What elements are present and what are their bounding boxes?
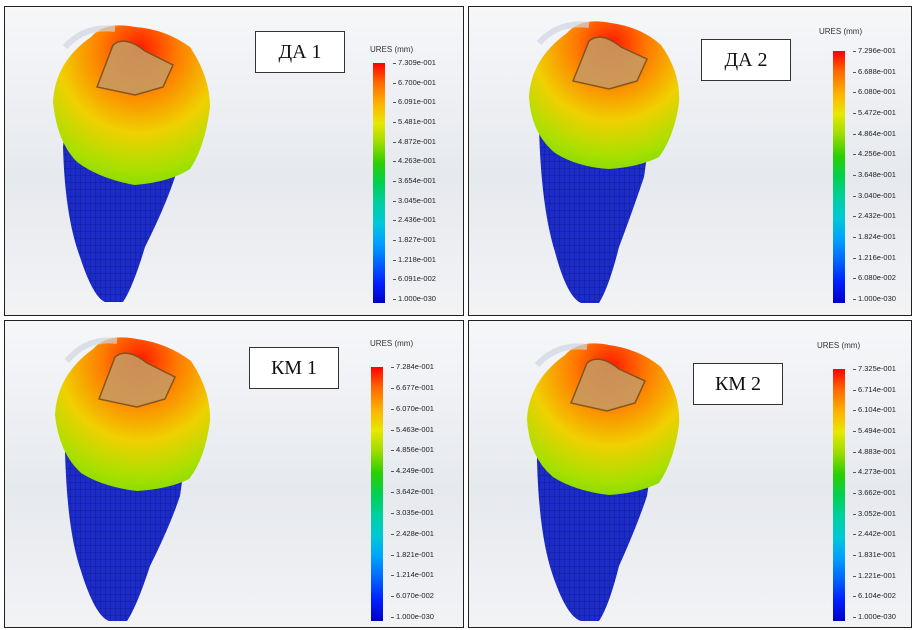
- legend-tick-label: 1.827e-001: [393, 235, 436, 244]
- legend-tick-label: 6.700e-001: [393, 77, 436, 87]
- legend-tick-label: 2.432e-001: [853, 211, 896, 221]
- result-panel-da2: ДА 2 URES (mm) 7.296e-001 6.688e-001 6.080…: [468, 6, 912, 316]
- legend-tick-label: 6.104e-001: [853, 405, 896, 415]
- legend-tick-label: 4.263e-001: [393, 156, 436, 166]
- color-legend-bar: [373, 63, 385, 303]
- result-panel-km2: КМ 2 URES (mm) 7.325e-001 6.714e-001 6.104…: [468, 320, 912, 628]
- legend-tick-label: 4.273e-001: [853, 467, 896, 477]
- legend-tick-label: 1.831e-001: [853, 550, 896, 559]
- legend-tick-label: 1.000e-030: [393, 294, 436, 303]
- panel-label: КМ 1: [249, 347, 339, 389]
- result-panel-km1: КМ 1 URES (mm) 7.284e-001 6.677e-001 6.070…: [4, 320, 464, 628]
- legend-tick-label: 2.428e-001: [391, 528, 434, 538]
- color-legend-bar: [833, 51, 845, 303]
- legend-tick-label: 3.052e-001: [853, 508, 896, 518]
- legend-tick-label: 1.221e-001: [853, 570, 896, 580]
- legend-tick-label: 6.104e-002: [853, 591, 896, 601]
- legend-tick-label: 5.472e-001: [853, 108, 896, 117]
- legend-tick-label: 2.442e-001: [853, 529, 896, 539]
- legend-tick-label: 3.035e-001: [391, 507, 434, 517]
- legend-tick-label: 1.000e-030: [853, 294, 896, 303]
- legend-tick-label: 6.070e-002: [391, 591, 434, 601]
- tooth-model-image: [53, 25, 210, 302]
- legend-tick-label: 4.872e-001: [393, 136, 436, 146]
- legend-tick-label: 1.824e-001: [853, 232, 896, 241]
- result-panel-da1: ДА 1 URES (mm) 7.309e-001 6.700e-001 6.091…: [4, 6, 464, 316]
- legend-tick-label: 7.325e-001: [853, 364, 896, 373]
- legend-title: URES (mm): [370, 339, 414, 348]
- legend-tick-label: 5.481e-001: [393, 117, 436, 126]
- legend-tick-label: 6.091e-002: [393, 274, 436, 284]
- legend-tick-label: 7.284e-001: [391, 362, 434, 371]
- tooth-model-image: [527, 343, 680, 621]
- legend-tick-label: 6.070e-001: [391, 403, 434, 413]
- legend-tick-label: 6.091e-001: [393, 97, 436, 107]
- legend-tick-label: 3.662e-001: [853, 488, 896, 497]
- legend-tick-label: 1.000e-030: [391, 612, 434, 621]
- legend-tick-label: 3.648e-001: [853, 170, 896, 179]
- legend-tick-label: 3.642e-001: [391, 487, 434, 496]
- legend-tick-label: 5.494e-001: [853, 426, 896, 435]
- legend-tick-label: 5.463e-001: [391, 424, 434, 434]
- legend-tick-label: 7.296e-001: [853, 46, 896, 55]
- legend-tick-label: 6.714e-001: [853, 384, 896, 394]
- legend-tick-label: 1.000e-030: [853, 612, 896, 621]
- legend-title: URES (mm): [819, 27, 863, 36]
- color-legend-bar: [833, 369, 845, 621]
- panel-label: КМ 2: [693, 363, 783, 405]
- legend-tick-label: 3.040e-001: [853, 190, 896, 200]
- panel-label: ДА 2: [701, 39, 791, 81]
- legend-tick-label: 4.883e-001: [853, 446, 896, 456]
- legend-tick-label: 4.856e-001: [391, 445, 434, 455]
- legend-tick-label: 7.309e-001: [393, 58, 436, 67]
- legend-tick-label: 4.864e-001: [853, 128, 896, 138]
- legend-title: URES (mm): [817, 341, 861, 350]
- color-legend-bar: [371, 367, 383, 621]
- legend-tick-label: 1.216e-001: [853, 252, 896, 262]
- legend-title: URES (mm): [370, 45, 414, 54]
- legend-tick-label: 1.214e-001: [391, 570, 434, 580]
- legend-tick-label: 3.045e-001: [393, 195, 436, 205]
- tooth-model-image: [55, 337, 211, 621]
- legend-tick-label: 2.436e-001: [393, 215, 436, 225]
- legend-tick-label: 4.256e-001: [853, 149, 896, 159]
- legend-tick-label: 6.677e-001: [391, 382, 434, 392]
- legend-tick-label: 1.821e-001: [391, 549, 434, 559]
- panel-label: ДА 1: [255, 31, 345, 73]
- legend-tick-label: 1.218e-001: [393, 254, 436, 264]
- legend-tick-label: 6.080e-002: [853, 273, 896, 283]
- legend-tick-label: 4.249e-001: [391, 466, 434, 476]
- tooth-model-image: [529, 21, 680, 303]
- legend-tick-label: 3.654e-001: [393, 176, 436, 185]
- legend-tick-label: 6.688e-001: [853, 66, 896, 76]
- legend-tick-label: 6.080e-001: [853, 87, 896, 97]
